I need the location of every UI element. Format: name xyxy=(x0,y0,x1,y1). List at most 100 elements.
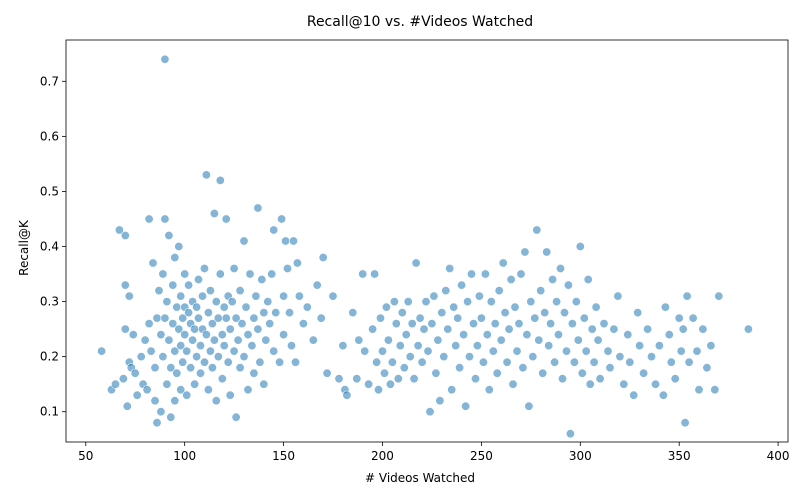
data-point xyxy=(312,280,322,290)
data-point xyxy=(472,341,482,351)
data-point xyxy=(563,280,573,290)
data-point xyxy=(514,319,524,329)
data-point xyxy=(542,247,552,257)
data-point xyxy=(217,374,227,384)
data-point xyxy=(150,363,160,373)
data-point xyxy=(172,302,182,312)
data-point xyxy=(464,352,474,362)
data-point xyxy=(229,346,239,356)
data-point xyxy=(176,291,186,301)
data-point xyxy=(439,352,449,362)
y-tick-label: 0.4 xyxy=(40,240,59,254)
data-point xyxy=(184,280,194,290)
data-point xyxy=(162,297,172,307)
data-point xyxy=(520,247,530,257)
data-point xyxy=(743,324,753,334)
data-point xyxy=(397,308,407,318)
data-point xyxy=(253,324,263,334)
data-point xyxy=(433,335,443,345)
data-point xyxy=(506,274,516,284)
data-point xyxy=(194,274,204,284)
data-point xyxy=(170,396,180,406)
data-point xyxy=(613,291,623,301)
data-point xyxy=(120,324,130,334)
data-point xyxy=(298,319,308,329)
data-point xyxy=(605,363,615,373)
data-point xyxy=(373,385,383,395)
data-point xyxy=(423,346,433,356)
plot-frame xyxy=(65,39,789,443)
data-point xyxy=(348,308,358,318)
data-point xyxy=(292,258,302,268)
data-point xyxy=(417,357,427,367)
data-point xyxy=(650,379,660,389)
data-point xyxy=(144,319,154,329)
data-point xyxy=(322,368,332,378)
data-point xyxy=(565,429,575,439)
data-point xyxy=(619,379,629,389)
data-point xyxy=(466,269,476,279)
data-point xyxy=(579,313,589,323)
data-point xyxy=(194,313,204,323)
data-point xyxy=(247,341,257,351)
data-point xyxy=(342,390,352,400)
data-point xyxy=(569,357,579,367)
data-point xyxy=(639,368,649,378)
data-point xyxy=(368,324,378,334)
data-point xyxy=(629,390,639,400)
data-point xyxy=(463,297,473,307)
data-point xyxy=(277,214,287,224)
y-tick-label: 0.1 xyxy=(40,405,59,419)
data-point xyxy=(142,385,152,395)
data-point xyxy=(231,313,241,323)
data-point xyxy=(251,291,261,301)
data-point xyxy=(148,258,158,268)
data-point xyxy=(203,385,213,395)
data-point xyxy=(593,335,603,345)
data-point xyxy=(459,330,469,340)
data-point xyxy=(239,352,249,362)
data-point xyxy=(666,357,676,367)
data-point xyxy=(271,308,281,318)
data-point xyxy=(221,214,231,224)
data-point xyxy=(451,341,461,351)
data-point xyxy=(599,319,609,329)
data-point xyxy=(144,214,154,224)
data-point xyxy=(136,352,146,362)
data-point xyxy=(461,401,471,411)
data-point xyxy=(186,363,196,373)
data-point xyxy=(294,291,304,301)
data-point xyxy=(190,379,200,389)
data-point xyxy=(427,319,437,329)
data-point xyxy=(567,319,577,329)
data-point xyxy=(548,274,558,284)
data-point xyxy=(670,374,680,384)
data-point xyxy=(140,335,150,345)
x-tick-label: 400 xyxy=(767,449,790,463)
data-point xyxy=(643,324,653,334)
data-point xyxy=(170,253,180,263)
data-point xyxy=(389,297,399,307)
data-point xyxy=(219,341,229,351)
data-point xyxy=(205,346,215,356)
data-point xyxy=(259,308,269,318)
plot-points xyxy=(97,54,753,439)
data-point xyxy=(225,390,235,400)
data-point xyxy=(263,297,273,307)
data-point xyxy=(510,302,520,312)
data-point xyxy=(379,368,389,378)
data-point xyxy=(431,368,441,378)
data-point xyxy=(203,308,213,318)
data-point xyxy=(132,390,142,400)
data-point xyxy=(281,236,291,246)
data-point xyxy=(447,385,457,395)
data-point xyxy=(257,274,267,284)
y-tick-label: 0.6 xyxy=(40,129,59,143)
data-point xyxy=(308,335,318,345)
data-point xyxy=(449,302,459,312)
data-point xyxy=(664,330,674,340)
data-point xyxy=(676,346,686,356)
data-point xyxy=(229,263,239,273)
y-tick-label: 0.7 xyxy=(40,74,59,88)
data-point xyxy=(354,335,364,345)
